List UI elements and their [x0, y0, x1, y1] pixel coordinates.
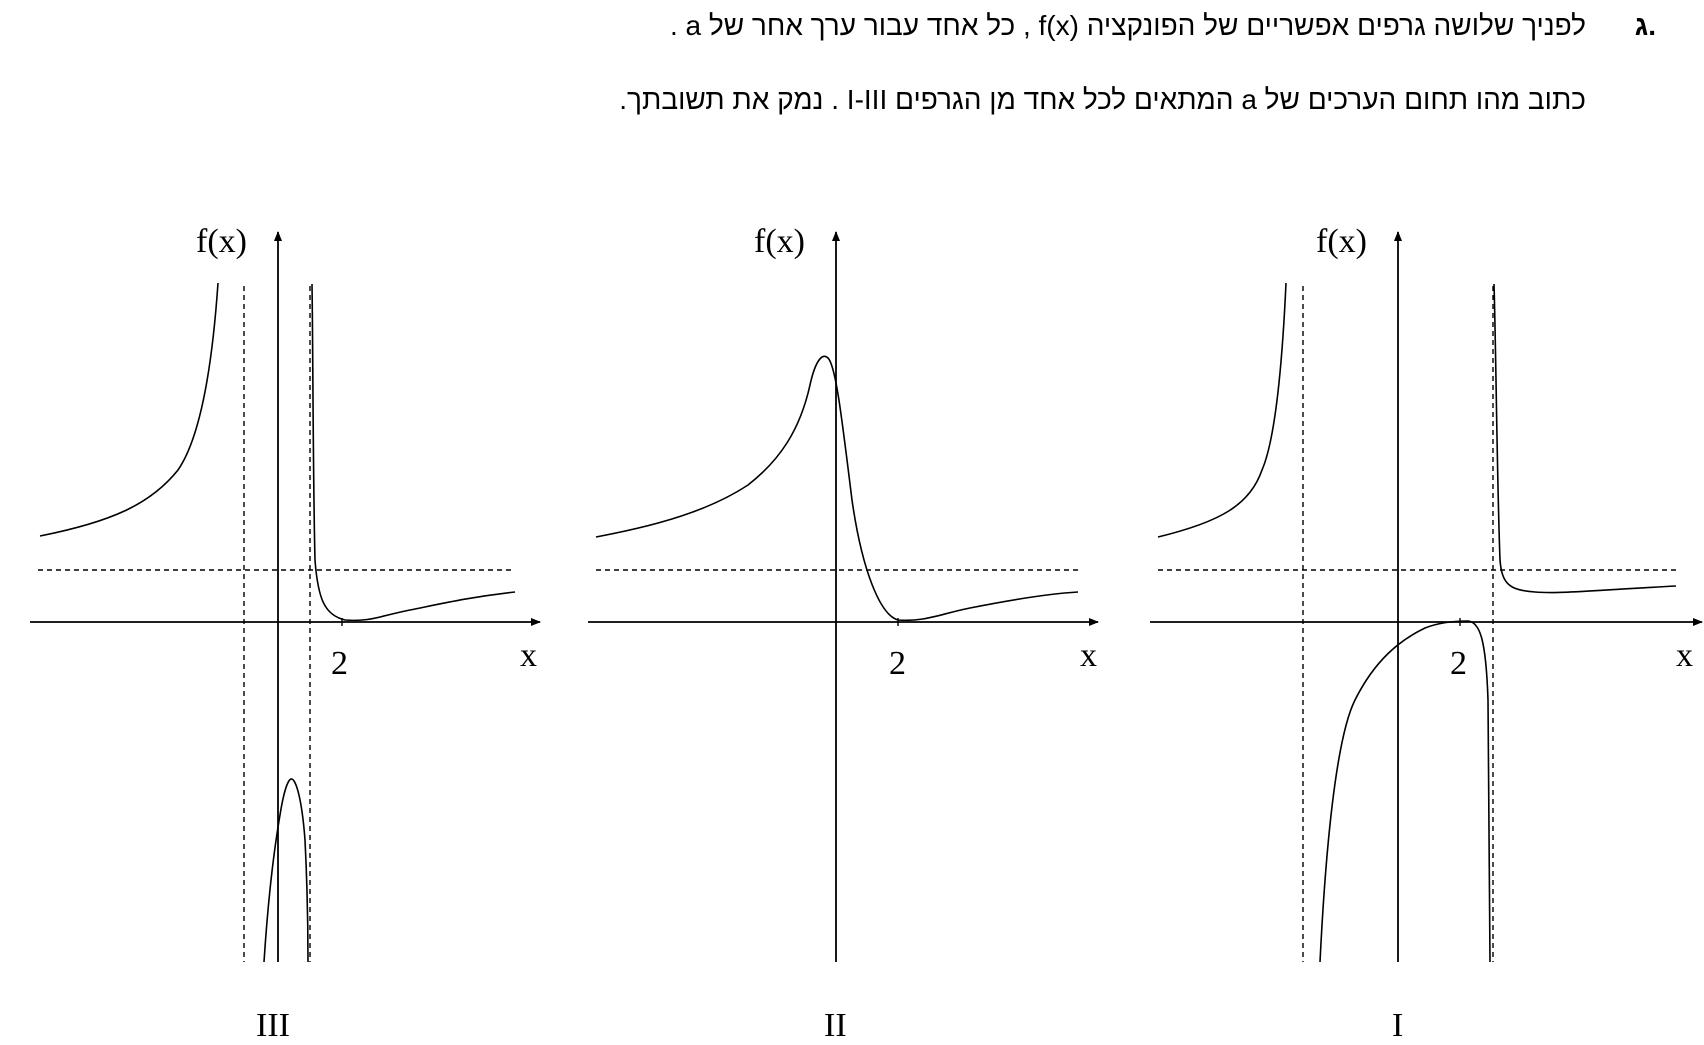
- graph-III: f(x) x 2 III: [30, 223, 541, 1044]
- curve-right-branch: [1493, 283, 1677, 594]
- graph-caption: I: [1392, 1007, 1403, 1044]
- curve-middle-branch: [263, 778, 309, 963]
- question-text-line-2: כתוב מהו תחום הערכים של a המתאים לכל אחד…: [619, 84, 1586, 115]
- x-tick-label: 2: [889, 645, 906, 682]
- curve-right-branch: [311, 283, 516, 622]
- y-axis-label: f(x): [754, 223, 805, 260]
- graph-I: f(x) x 2 I: [1150, 223, 1703, 1044]
- x-tick-label: 2: [331, 645, 348, 682]
- curve-middle-branch: [1319, 620, 1491, 963]
- x-axis-label: x: [520, 637, 537, 674]
- x-axis-label: x: [1080, 637, 1097, 674]
- curve-left-branch: [1157, 282, 1287, 538]
- curve-left-branch: [39, 282, 219, 537]
- graph-caption: III: [256, 1007, 290, 1044]
- x-tick-label: 2: [1450, 645, 1467, 682]
- question-text-line-1: לפניך שלושה גרפים אפשריים של הפונקציה f(…: [669, 10, 1586, 41]
- x-axis-label: x: [1676, 637, 1693, 674]
- graph-II: f(x) x 2 II: [588, 223, 1099, 1044]
- question-label: ג.: [1634, 10, 1656, 41]
- graph-caption: II: [824, 1007, 847, 1044]
- curve: [595, 355, 1079, 622]
- y-axis-label: f(x): [1316, 223, 1367, 260]
- y-axis-label: f(x): [196, 223, 247, 260]
